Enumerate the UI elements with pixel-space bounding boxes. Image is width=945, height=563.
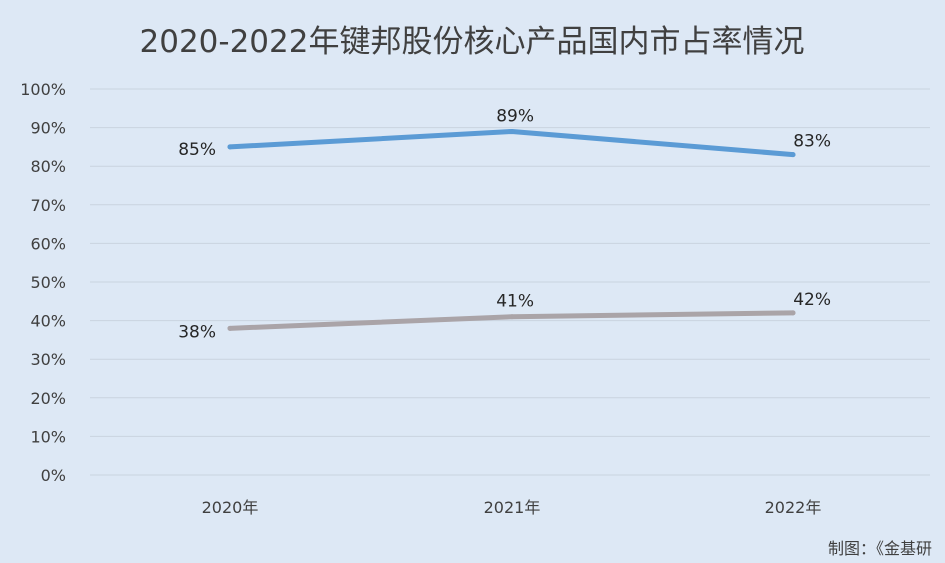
series-group [227, 128, 796, 331]
data-label: 42% [793, 290, 831, 310]
y-tick-label: 100% [20, 80, 66, 99]
x-tick-label: 2021年 [484, 498, 541, 517]
data-point [790, 310, 796, 316]
y-tick-label: 70% [30, 196, 66, 215]
y-tick-label: 80% [30, 157, 66, 176]
data-point [227, 144, 233, 150]
data-label: 41% [496, 292, 534, 312]
source-credit: 制图：《金基研 [828, 539, 932, 558]
y-tick-label: 60% [30, 234, 66, 253]
y-tick-label: 30% [30, 350, 66, 369]
x-tick-label: 2022年 [765, 498, 822, 517]
y-tick-label: 10% [30, 427, 66, 446]
x-axis: 2020年 2021年 2022年 [202, 498, 822, 517]
data-point [227, 325, 233, 331]
data-point [509, 128, 515, 134]
data-point [509, 314, 515, 320]
data-label: 83% [793, 132, 831, 152]
y-tick-label: 50% [30, 273, 66, 292]
series-line-1 [227, 128, 796, 158]
data-labels: 85% 89% 83% 38% 41% 42% [178, 106, 831, 342]
data-label: 38% [178, 322, 216, 342]
y-tick-label: 20% [30, 389, 66, 408]
y-tick-label: 90% [30, 119, 66, 138]
data-label: 89% [496, 106, 534, 126]
gridlines [90, 88, 930, 476]
y-tick-label: 40% [30, 312, 66, 331]
y-tick-label: 0% [41, 466, 66, 485]
chart-title: 2020-2022年键邦股份核心产品国内市占率情况 [140, 24, 805, 60]
y-axis: 0% 10% 20% 30% 40% 50% 60% 70% 80% 90% 100% [20, 80, 66, 485]
data-point [790, 152, 796, 158]
data-label: 85% [178, 140, 216, 160]
x-tick-label: 2020年 [202, 498, 259, 517]
